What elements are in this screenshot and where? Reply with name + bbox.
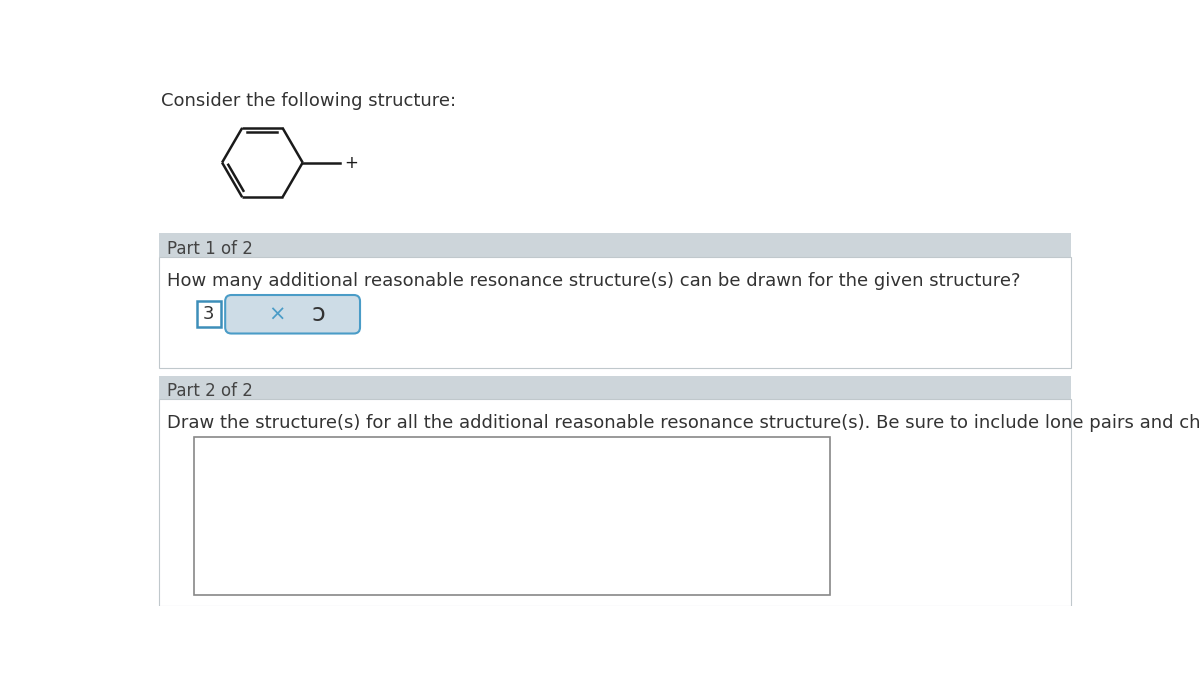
Text: How many additional reasonable resonance structure(s) can be drawn for the given: How many additional reasonable resonance… (167, 272, 1020, 290)
Text: ×: × (269, 304, 286, 324)
Text: Draw the structure(s) for all the additional reasonable resonance structure(s). : Draw the structure(s) for all the additi… (167, 414, 1200, 432)
Bar (197, 301, 221, 328)
Text: Part 2 of 2: Part 2 of 2 (167, 382, 253, 400)
FancyBboxPatch shape (226, 295, 360, 334)
Text: ↄ: ↄ (312, 302, 325, 326)
Text: 3: 3 (203, 305, 215, 323)
Text: Consider the following structure:: Consider the following structure: (161, 93, 456, 110)
Bar (160, 376, 1070, 399)
Bar (194, 437, 829, 595)
Text: +: + (344, 154, 359, 172)
Text: Part 1 of 2: Part 1 of 2 (167, 240, 253, 257)
Bar (160, 257, 1070, 368)
Bar (160, 234, 1070, 257)
Bar (160, 399, 1070, 606)
